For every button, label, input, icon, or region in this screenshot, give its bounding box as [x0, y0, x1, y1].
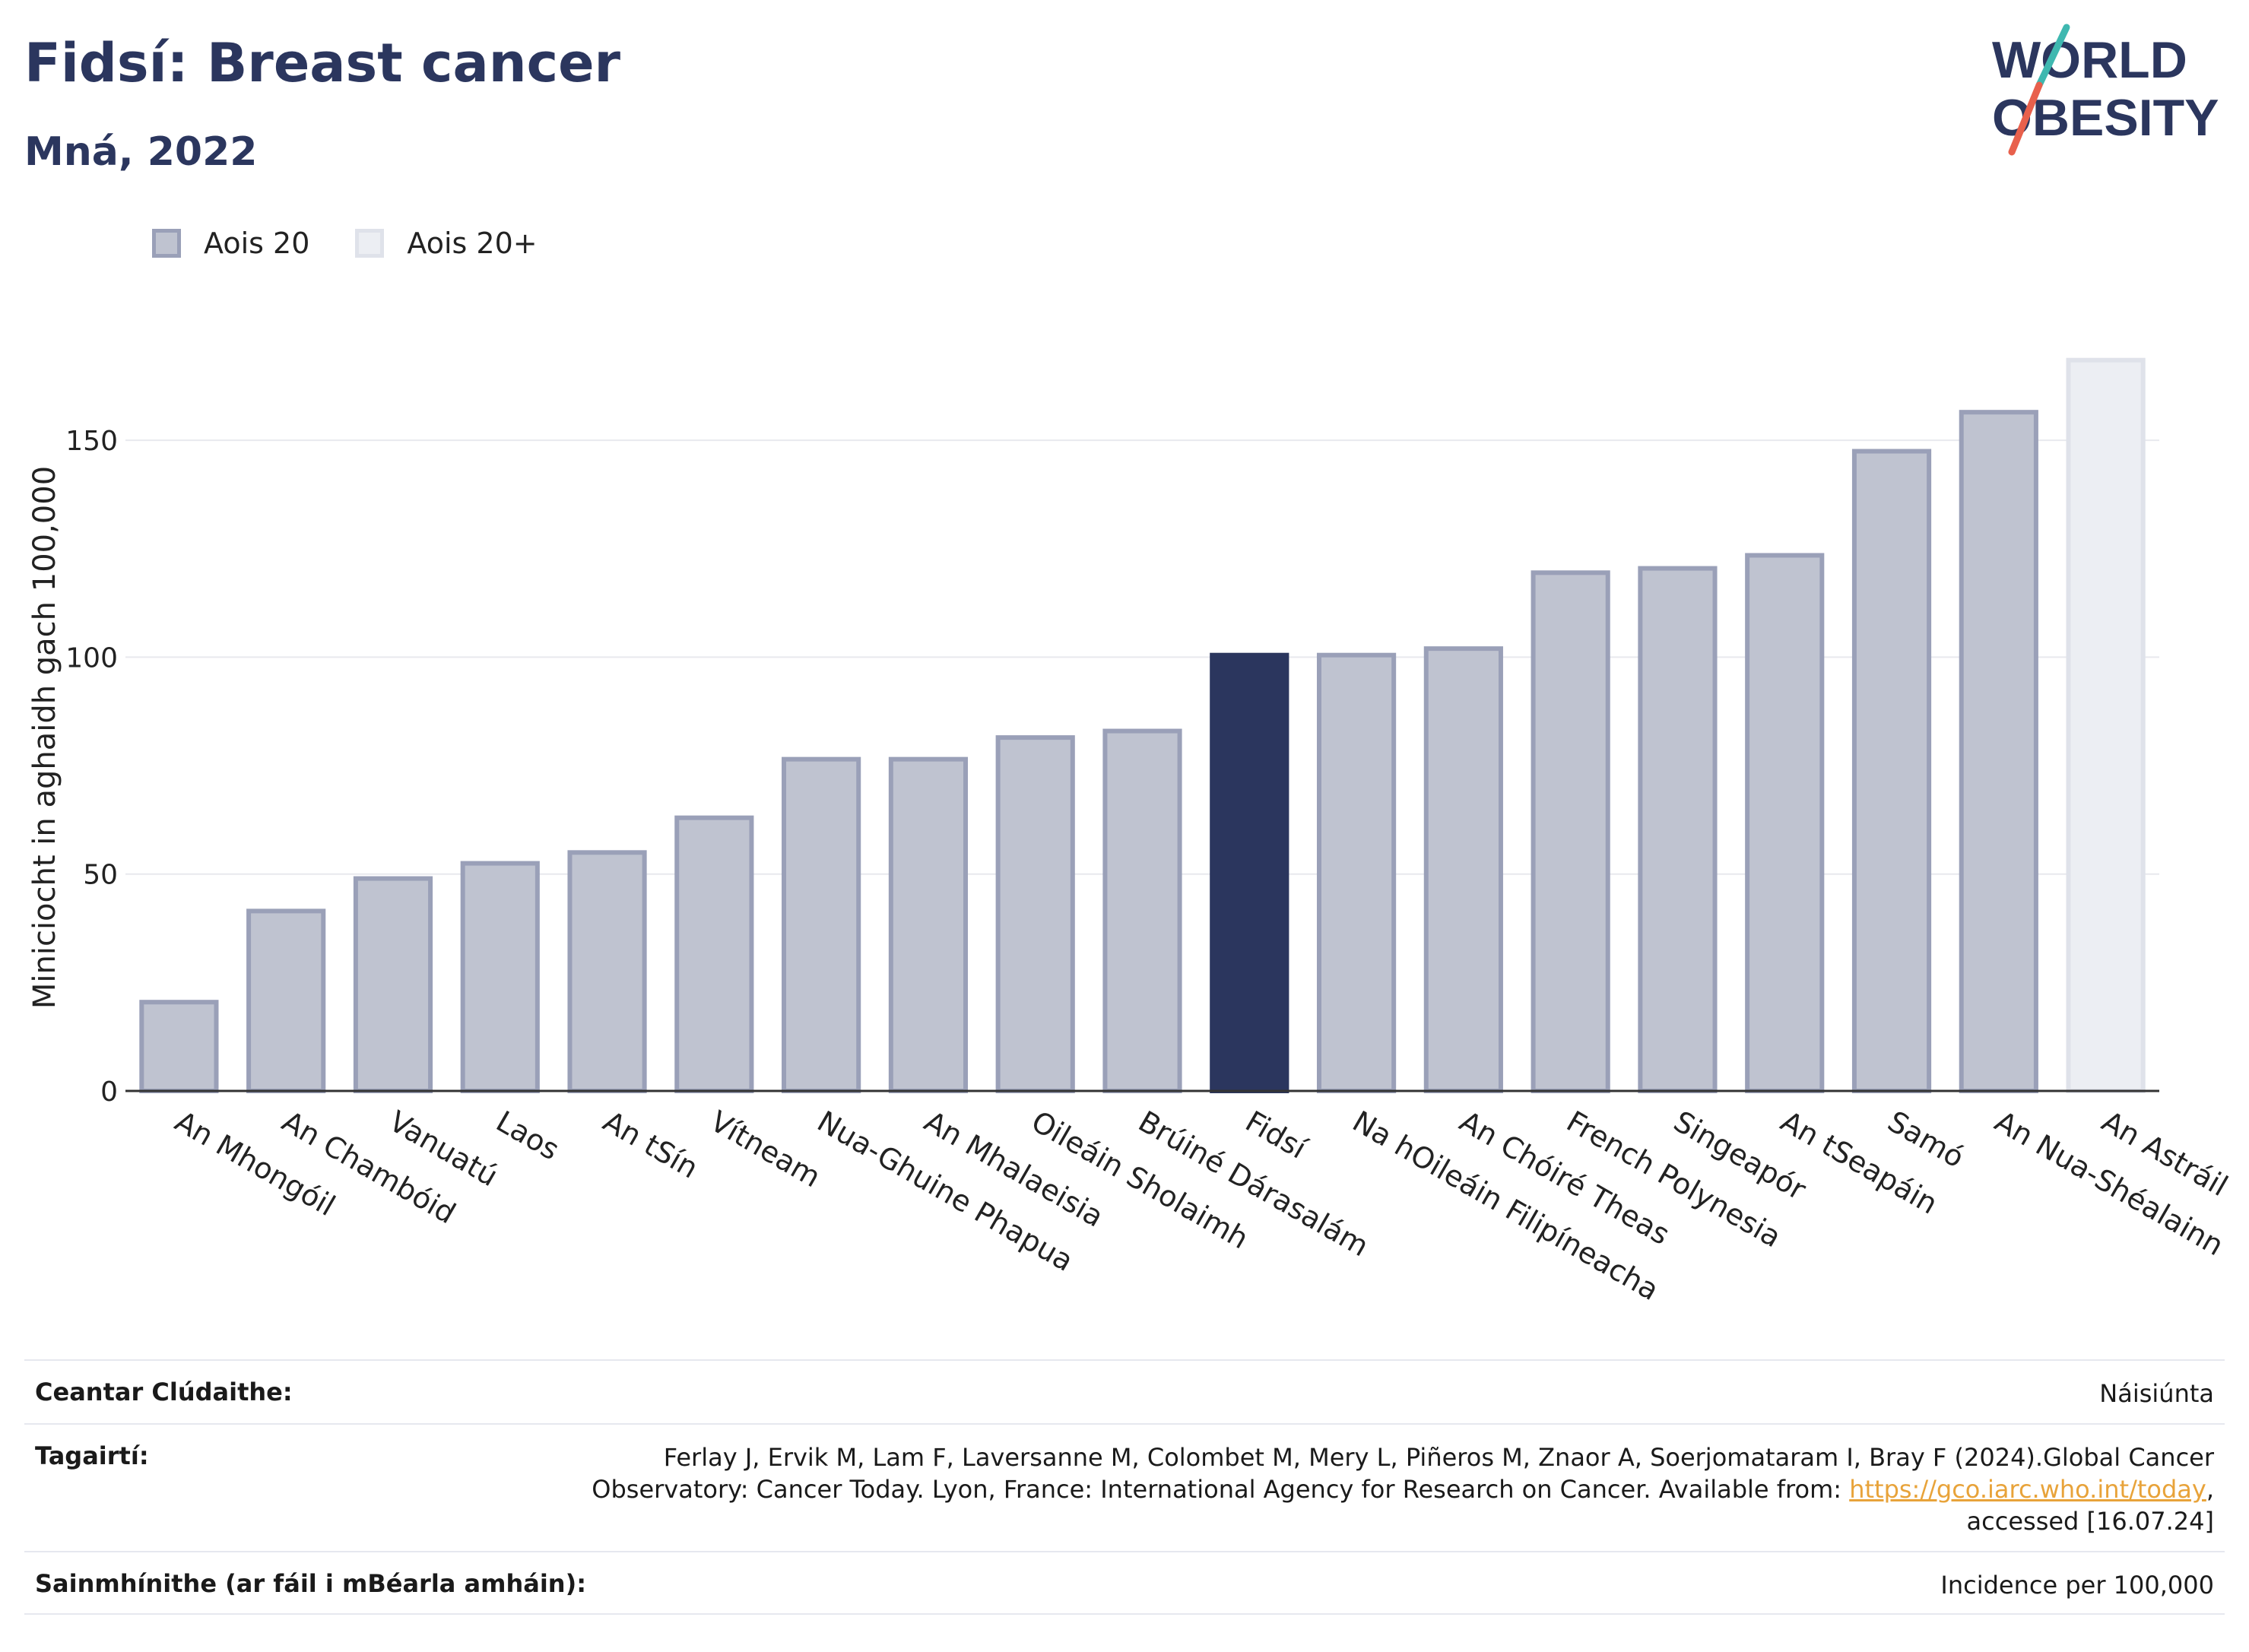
- references-link[interactable]: https://gco.iarc.who.int/today: [1849, 1475, 2206, 1504]
- bar-8: [995, 735, 1075, 1094]
- world-obesity-logo: WORLD OBESITY: [1992, 24, 2219, 156]
- y-tick-label-50: 50: [83, 860, 118, 891]
- y-tick-label-150: 150: [65, 426, 118, 457]
- coverage-value: Náisiúnta: [2099, 1379, 2214, 1408]
- meta-row-references: Tagairtí: Ferlay J, Ervik M, Lam F, Lave…: [24, 1423, 2225, 1551]
- legend-swatch-aois-20-plus: [355, 229, 385, 258]
- references-text: Ferlay J, Ervik M, Lam F, Laversanne M, …: [592, 1443, 2214, 1504]
- legend-label-aois-20-plus: Aois 20+: [407, 227, 538, 260]
- bar-12: [1423, 646, 1503, 1093]
- references-accessed: , accessed [16.07.24]: [1966, 1475, 2214, 1536]
- chart-subtitle: Mná, 2022: [24, 129, 258, 175]
- bar-13: [1531, 570, 1610, 1093]
- x-tick-label-5: Vítneam: [705, 1105, 826, 1194]
- y-tick-label-100: 100: [65, 642, 118, 674]
- bar-17: [1959, 410, 2038, 1093]
- bar-9: [1102, 728, 1182, 1093]
- y-tick-label-0: 0: [100, 1076, 118, 1108]
- bar-5: [674, 815, 754, 1094]
- bar-4: [567, 850, 647, 1093]
- bar-15: [1745, 553, 1825, 1093]
- logo-word-obesity: OBESITY: [1992, 89, 2219, 147]
- logo-slash-teal: [2035, 24, 2070, 89]
- bar-14: [1638, 566, 1718, 1093]
- bar-10: [1210, 652, 1289, 1093]
- legend-item-aois-20[interactable]: Aois 20: [152, 227, 309, 260]
- logo-word-world: WORLD: [1992, 31, 2187, 89]
- x-tick-label-3: Laos: [490, 1105, 565, 1167]
- references-value: Ferlay J, Ervik M, Lam F, Laversanne M, …: [579, 1441, 2214, 1551]
- bar-16: [1851, 449, 1932, 1093]
- bar-2: [353, 876, 433, 1093]
- coverage-label: Ceantar Clúdaithe:: [35, 1378, 293, 1406]
- legend-item-aois-20-plus[interactable]: Aois 20+: [355, 227, 538, 260]
- legend-label-aois-20: Aois 20: [204, 227, 310, 260]
- x-tick-label-4: An tSín: [598, 1105, 704, 1185]
- bar-7: [888, 756, 969, 1093]
- bar-3: [460, 861, 540, 1094]
- chart-legend: Aois 20 Aois 20+: [152, 227, 583, 260]
- bar-0: [139, 1000, 219, 1094]
- bar-11: [1316, 652, 1397, 1093]
- bar-1: [246, 908, 326, 1093]
- meta-row-coverage: Ceantar Clúdaithe: Náisiúnta: [24, 1359, 2225, 1423]
- definitions-label: Sainmhínithe (ar fáil i mBéarla amháin):: [35, 1569, 586, 1598]
- y-axis-label: Miniciocht in aghaidh gach 100,000: [27, 466, 62, 1009]
- bar-6: [782, 756, 861, 1093]
- metadata-table: Ceantar Clúdaithe: Náisiúnta Tagairtí: F…: [24, 1359, 2225, 1615]
- logo-slash-coral: [2008, 81, 2043, 156]
- bar-18: [2066, 357, 2146, 1093]
- chart-title: Fidsí: Breast cancer: [24, 32, 621, 94]
- legend-swatch-aois-20: [152, 229, 181, 258]
- references-label: Tagairtí:: [35, 1441, 149, 1470]
- definitions-value: Incidence per 100,000: [1940, 1571, 2214, 1600]
- meta-row-definitions: Sainmhínithe (ar fáil i mBéarla amháin):…: [24, 1551, 2225, 1615]
- x-tick-label-10: Fidsí: [1240, 1105, 1313, 1166]
